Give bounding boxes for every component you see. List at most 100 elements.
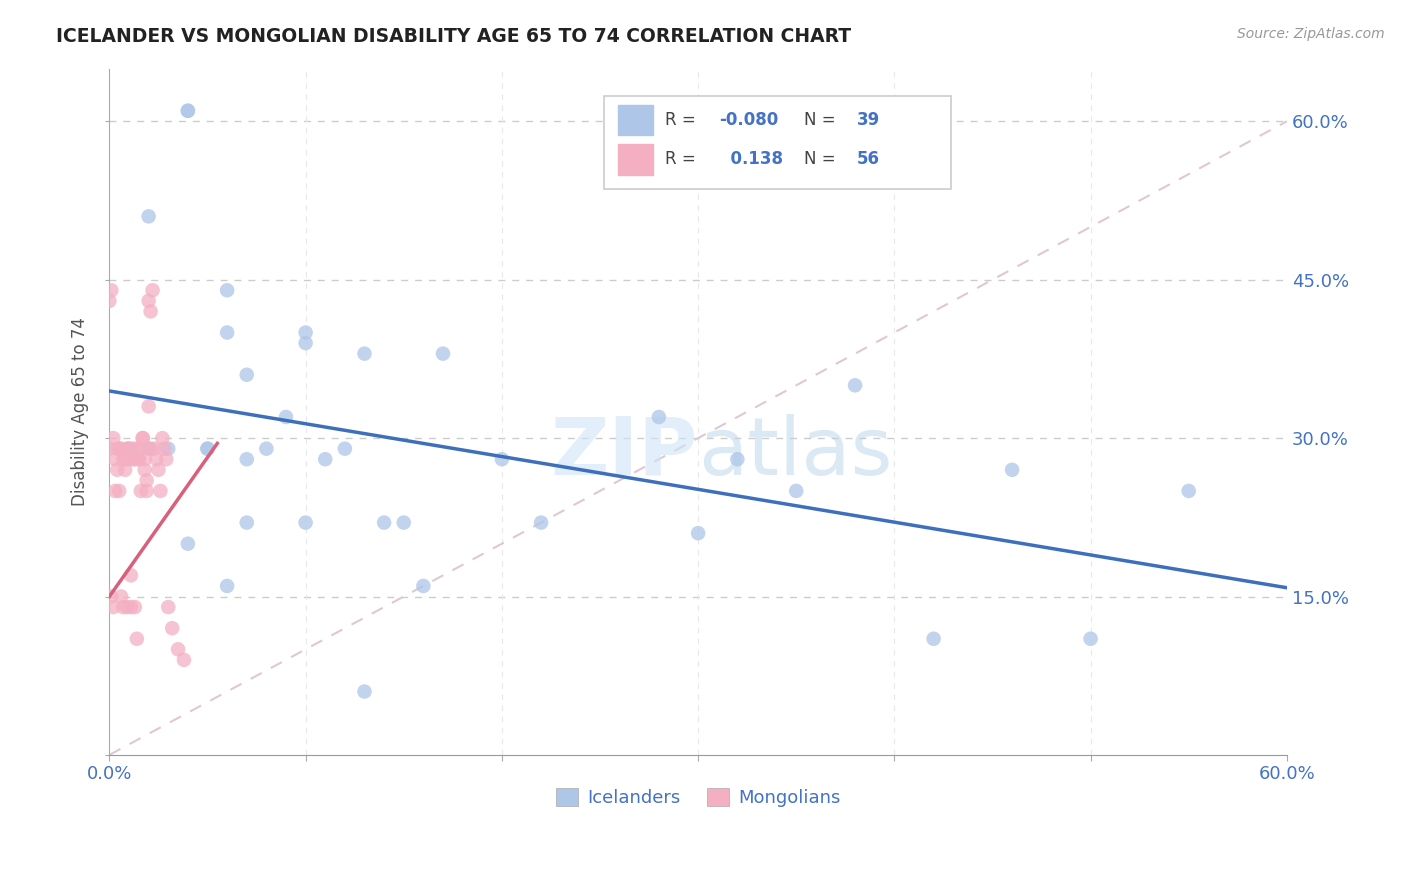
Point: [333, 442, 356, 456]
Point: [294, 326, 316, 340]
Text: -0.080: -0.080: [720, 111, 779, 129]
Point: [120, 568, 142, 582]
Point: [432, 346, 454, 360]
Text: N =: N =: [804, 150, 835, 168]
Point: [112, 452, 135, 467]
Point: [491, 452, 513, 467]
Point: [1177, 483, 1199, 498]
Point: [138, 400, 160, 414]
Point: [294, 516, 316, 530]
Point: [103, 600, 125, 615]
Text: N =: N =: [804, 111, 835, 129]
Point: [129, 483, 152, 498]
Legend: Icelanders, Mongolians: Icelanders, Mongolians: [548, 780, 848, 814]
Point: [139, 304, 162, 318]
Point: [100, 283, 122, 297]
Text: atlas: atlas: [699, 414, 893, 491]
Point: [124, 452, 146, 467]
Point: [688, 526, 710, 541]
Point: [98, 442, 121, 456]
Point: [173, 653, 195, 667]
Point: [217, 283, 239, 297]
Point: [122, 442, 145, 456]
Point: [110, 590, 132, 604]
Point: [353, 684, 375, 698]
Point: [235, 516, 257, 530]
Point: [98, 293, 121, 308]
Point: [115, 600, 138, 615]
Point: [274, 409, 297, 424]
Point: [149, 483, 172, 498]
Point: [138, 210, 160, 224]
Point: [145, 452, 167, 467]
Point: [118, 442, 141, 456]
Point: [725, 452, 748, 467]
Point: [108, 442, 131, 456]
Point: [125, 442, 148, 456]
Point: [129, 442, 152, 456]
Point: [157, 600, 180, 615]
Point: [139, 442, 162, 456]
Point: [1080, 632, 1102, 646]
Point: [373, 516, 395, 530]
Point: [235, 452, 257, 467]
Point: [197, 442, 219, 456]
Point: [197, 442, 219, 456]
Point: [122, 452, 145, 467]
Point: [120, 600, 142, 615]
Point: [128, 452, 150, 467]
Point: [160, 621, 183, 635]
Point: [112, 600, 135, 615]
Point: [118, 452, 141, 467]
Point: [143, 442, 166, 456]
Point: [105, 463, 128, 477]
Point: [104, 483, 127, 498]
Point: [138, 442, 160, 456]
FancyBboxPatch shape: [605, 96, 952, 188]
Point: [922, 632, 945, 646]
Point: [150, 431, 173, 445]
Point: [132, 431, 155, 445]
Point: [412, 579, 434, 593]
Text: Source: ZipAtlas.com: Source: ZipAtlas.com: [1237, 27, 1385, 41]
Point: [217, 579, 239, 593]
Point: [125, 632, 148, 646]
Text: R =: R =: [665, 150, 696, 168]
Y-axis label: Disability Age 65 to 74: Disability Age 65 to 74: [72, 318, 89, 506]
Text: 0.138: 0.138: [720, 150, 783, 168]
Point: [134, 452, 156, 467]
Point: [110, 442, 132, 456]
Point: [114, 452, 136, 467]
Point: [100, 590, 122, 604]
Point: [128, 452, 150, 467]
Point: [148, 463, 170, 477]
Point: [115, 442, 138, 456]
Text: 56: 56: [858, 150, 880, 168]
Point: [108, 483, 131, 498]
Point: [648, 409, 671, 424]
Point: [155, 452, 177, 467]
Point: [135, 474, 157, 488]
Point: [177, 103, 200, 118]
Point: [105, 442, 128, 456]
Point: [142, 283, 165, 297]
Point: [177, 103, 200, 118]
Point: [177, 537, 200, 551]
Point: [314, 452, 336, 467]
Point: [167, 642, 190, 657]
Point: [134, 463, 156, 477]
Point: [785, 483, 807, 498]
Point: [235, 368, 257, 382]
Point: [353, 346, 375, 360]
Point: [132, 431, 155, 445]
Point: [153, 442, 176, 456]
FancyBboxPatch shape: [619, 104, 654, 136]
Point: [254, 442, 277, 456]
Text: ICELANDER VS MONGOLIAN DISABILITY AGE 65 TO 74 CORRELATION CHART: ICELANDER VS MONGOLIAN DISABILITY AGE 65…: [56, 27, 852, 45]
Point: [530, 516, 553, 530]
Point: [294, 336, 316, 351]
Point: [103, 431, 125, 445]
Point: [135, 483, 157, 498]
Text: ZIP: ZIP: [551, 414, 699, 491]
Point: [138, 293, 160, 308]
